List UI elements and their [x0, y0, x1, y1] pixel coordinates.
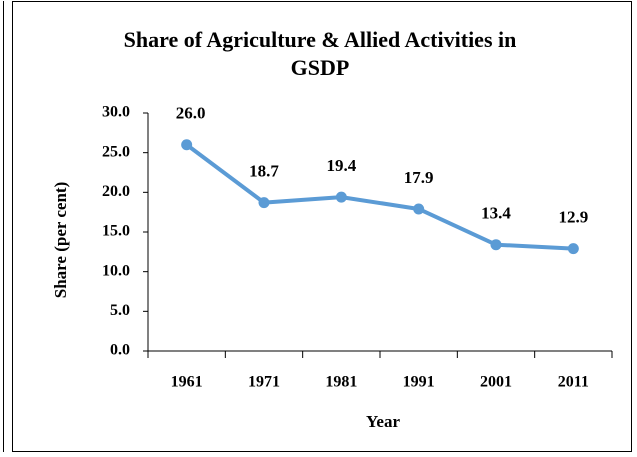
x-tick-label: 2011 — [558, 374, 589, 391]
y-tick-label: 0.0 — [110, 342, 130, 359]
y-tick-label: 10.0 — [102, 262, 130, 279]
line — [185, 143, 574, 251]
data-label: 19.4 — [326, 156, 356, 175]
data-label: 17.9 — [404, 168, 434, 187]
marker — [413, 203, 425, 215]
y-axis-label: Share (per cent) — [51, 182, 70, 298]
x-tick-label: 2001 — [480, 374, 512, 391]
marker — [567, 243, 579, 255]
y-tick-label: 15.0 — [102, 223, 130, 240]
x-tick-label: 1981 — [325, 374, 357, 391]
marker — [490, 239, 502, 251]
chart-border — [12, 1, 632, 452]
data-label: 13.4 — [481, 204, 511, 223]
marker — [335, 191, 347, 203]
x-tick-label: 1961 — [171, 374, 203, 391]
data-label: 26.0 — [176, 104, 206, 123]
y-tick-label: 20.0 — [102, 183, 130, 200]
y-tick-label: 5.0 — [110, 302, 130, 319]
data-label: 18.7 — [249, 162, 279, 181]
x-axis-label: Year — [366, 412, 400, 431]
data-label: 12.9 — [558, 208, 588, 227]
x-tick-label: 1991 — [403, 374, 435, 391]
x-tick-label: 1971 — [248, 374, 280, 391]
y-tick-label: 25.0 — [102, 143, 130, 160]
chart-title: Share of Agriculture & Allied Activities… — [123, 27, 517, 80]
y-tick-label: 30.0 — [102, 104, 130, 121]
marker — [181, 139, 193, 151]
marker — [258, 197, 270, 209]
